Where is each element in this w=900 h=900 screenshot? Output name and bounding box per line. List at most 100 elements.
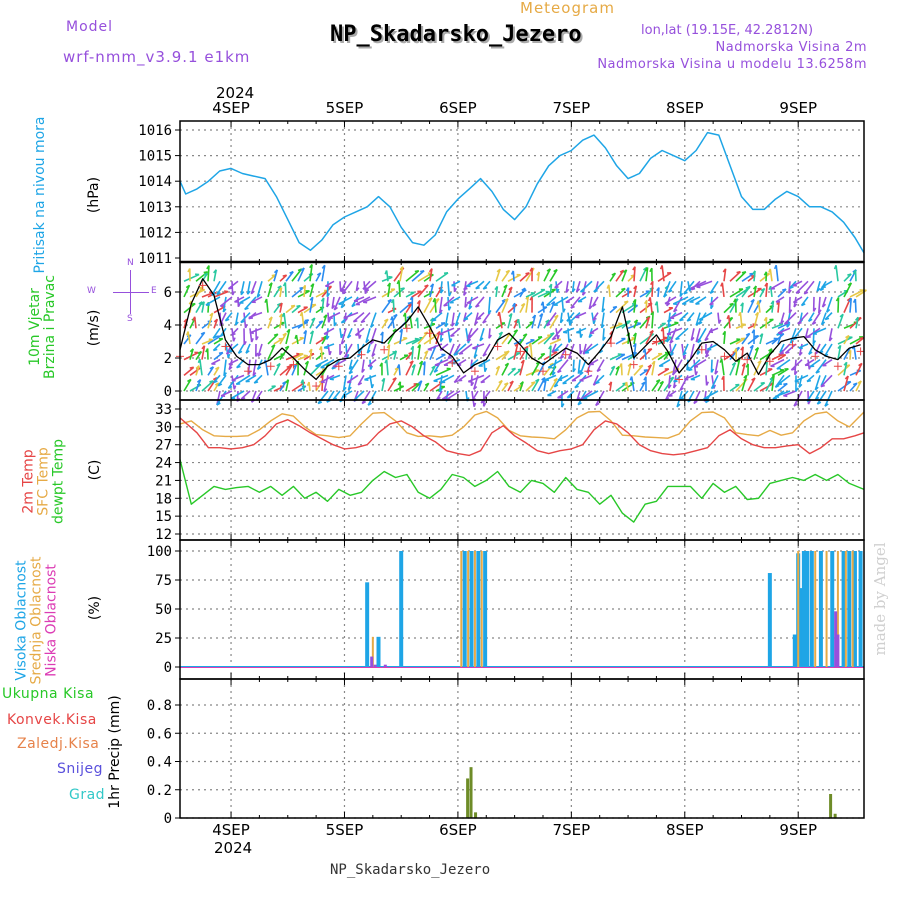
wind-arrow [843,347,851,361]
wind-arrow [741,346,744,360]
wind-arrowhead [812,321,817,325]
wind-arrow [507,352,521,361]
wind-arrowhead [407,301,412,305]
wind-arrowhead [342,386,347,391]
wind-arrow [741,374,748,392]
wind-arrowhead [666,333,672,336]
wind-arrow [717,312,720,324]
wind-arrow [321,265,326,282]
temp-unit: (C) [87,459,103,481]
wind-arrowhead [529,296,533,301]
wind-arrowhead [326,292,331,298]
wind-arrow [690,328,695,341]
wind-arrowhead [271,344,276,348]
wind-arrowhead [348,370,354,375]
wind-arrowhead [387,298,392,303]
wind-arrowhead [285,379,290,384]
wind-arrowhead [846,297,851,302]
wind-arrowhead [673,308,678,313]
cloud-bar-1-0 [371,636,374,667]
temp-2m-line [179,417,865,457]
wind-label-line-2: Brzina i Pravac [42,275,58,379]
wind-arrowhead [238,350,243,354]
wind-arrow [399,328,403,345]
wind-arrowhead [415,317,419,322]
wind-arrow [794,359,797,375]
wind-arrowhead [340,340,345,345]
wind-arrow [811,312,821,325]
wind-arrowhead [760,381,765,385]
wind-arrowhead [331,304,336,310]
wind-arrow [449,296,461,304]
sfc-temp-line [179,410,865,440]
wind-arrowhead [309,296,314,301]
wind-arrowhead [342,291,347,295]
wind-arrow [849,289,864,298]
wind-arrow [812,328,815,345]
wind-arrow [228,358,239,366]
wind-arrow [673,374,683,383]
wind-arrowhead [233,385,237,390]
wind-arrowhead [218,351,224,355]
wind-arrow [574,374,587,389]
wind-arrow [529,342,533,360]
wind-arrowhead [519,381,524,385]
wind-arrowhead [679,387,684,391]
wind-arrowhead [837,344,842,349]
wind-arrowhead [806,379,812,383]
wind-arrowhead [309,330,314,335]
wind-arrow [651,379,661,392]
wind-arrow [739,312,743,329]
wind-arrow [579,280,593,293]
wind-arrow [303,353,315,361]
wind-arrowhead [480,400,486,404]
wind-arrowhead [209,366,214,370]
panel-frame-precip [179,678,865,819]
wind-arrowhead [278,313,283,318]
wind-arrowhead [808,351,813,355]
wind-arrow [195,379,202,392]
wind-arrowhead [516,318,520,324]
wind-arrow [639,381,646,392]
wind-arrowhead [213,380,218,384]
wind-arrowhead [816,401,822,405]
tick-label-temp-1: 30 [155,420,172,436]
wind-arrow [537,291,550,298]
wind-arrow [783,312,797,325]
wind-arrow [595,374,605,384]
wind-arrowhead [370,324,375,328]
wind-arrowhead [361,400,367,405]
wind-arrowhead [656,287,660,292]
wind-arrow [512,270,515,282]
wind-arrow [704,343,713,358]
wind-arrowhead [777,383,783,386]
wind-arrow [681,296,695,305]
wind-arrow [446,390,461,401]
wind-arrow [346,374,359,384]
wind-arrow [309,317,316,329]
wind-arrow [285,271,294,282]
wind-arrow [478,358,491,367]
wind-label-line-1: 10m Vjetar [27,288,43,366]
wind-arrow [537,377,546,392]
wind-arrow [315,352,325,361]
wind-arrowhead [852,382,858,386]
wind-arrowhead [303,330,307,335]
precip-bar-4 [833,813,837,818]
wind-arrowhead [563,331,568,334]
wind-arrow [777,368,789,377]
wind-arrowhead [482,286,488,290]
cloud-bar-0-11 [801,551,806,667]
wind-arrowhead [546,303,551,307]
pressure-line [179,131,865,254]
wind-arrow [285,304,296,314]
wind-arrowhead [364,289,370,292]
compass-arrows-icon [113,292,149,329]
wind-arrow [789,328,797,344]
wind-arrowhead [220,304,225,308]
wind-arrowhead [609,330,614,336]
wind-arrow [769,268,773,282]
wind-arrowhead [833,265,837,270]
wind-arrow [676,390,683,408]
wind-arrow [627,304,639,314]
